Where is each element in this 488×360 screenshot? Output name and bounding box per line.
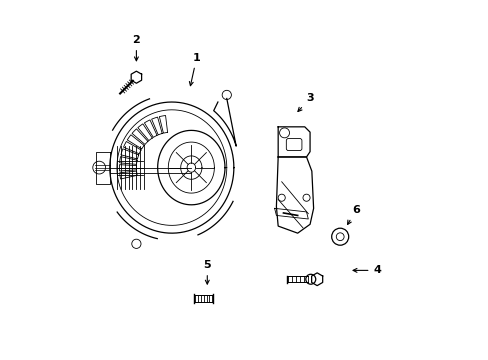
Text: 2: 2	[132, 35, 140, 61]
Text: 4: 4	[352, 265, 381, 275]
Text: 3: 3	[297, 94, 313, 112]
Text: 5: 5	[203, 260, 211, 284]
Text: 6: 6	[347, 205, 359, 224]
Text: 1: 1	[189, 53, 200, 86]
